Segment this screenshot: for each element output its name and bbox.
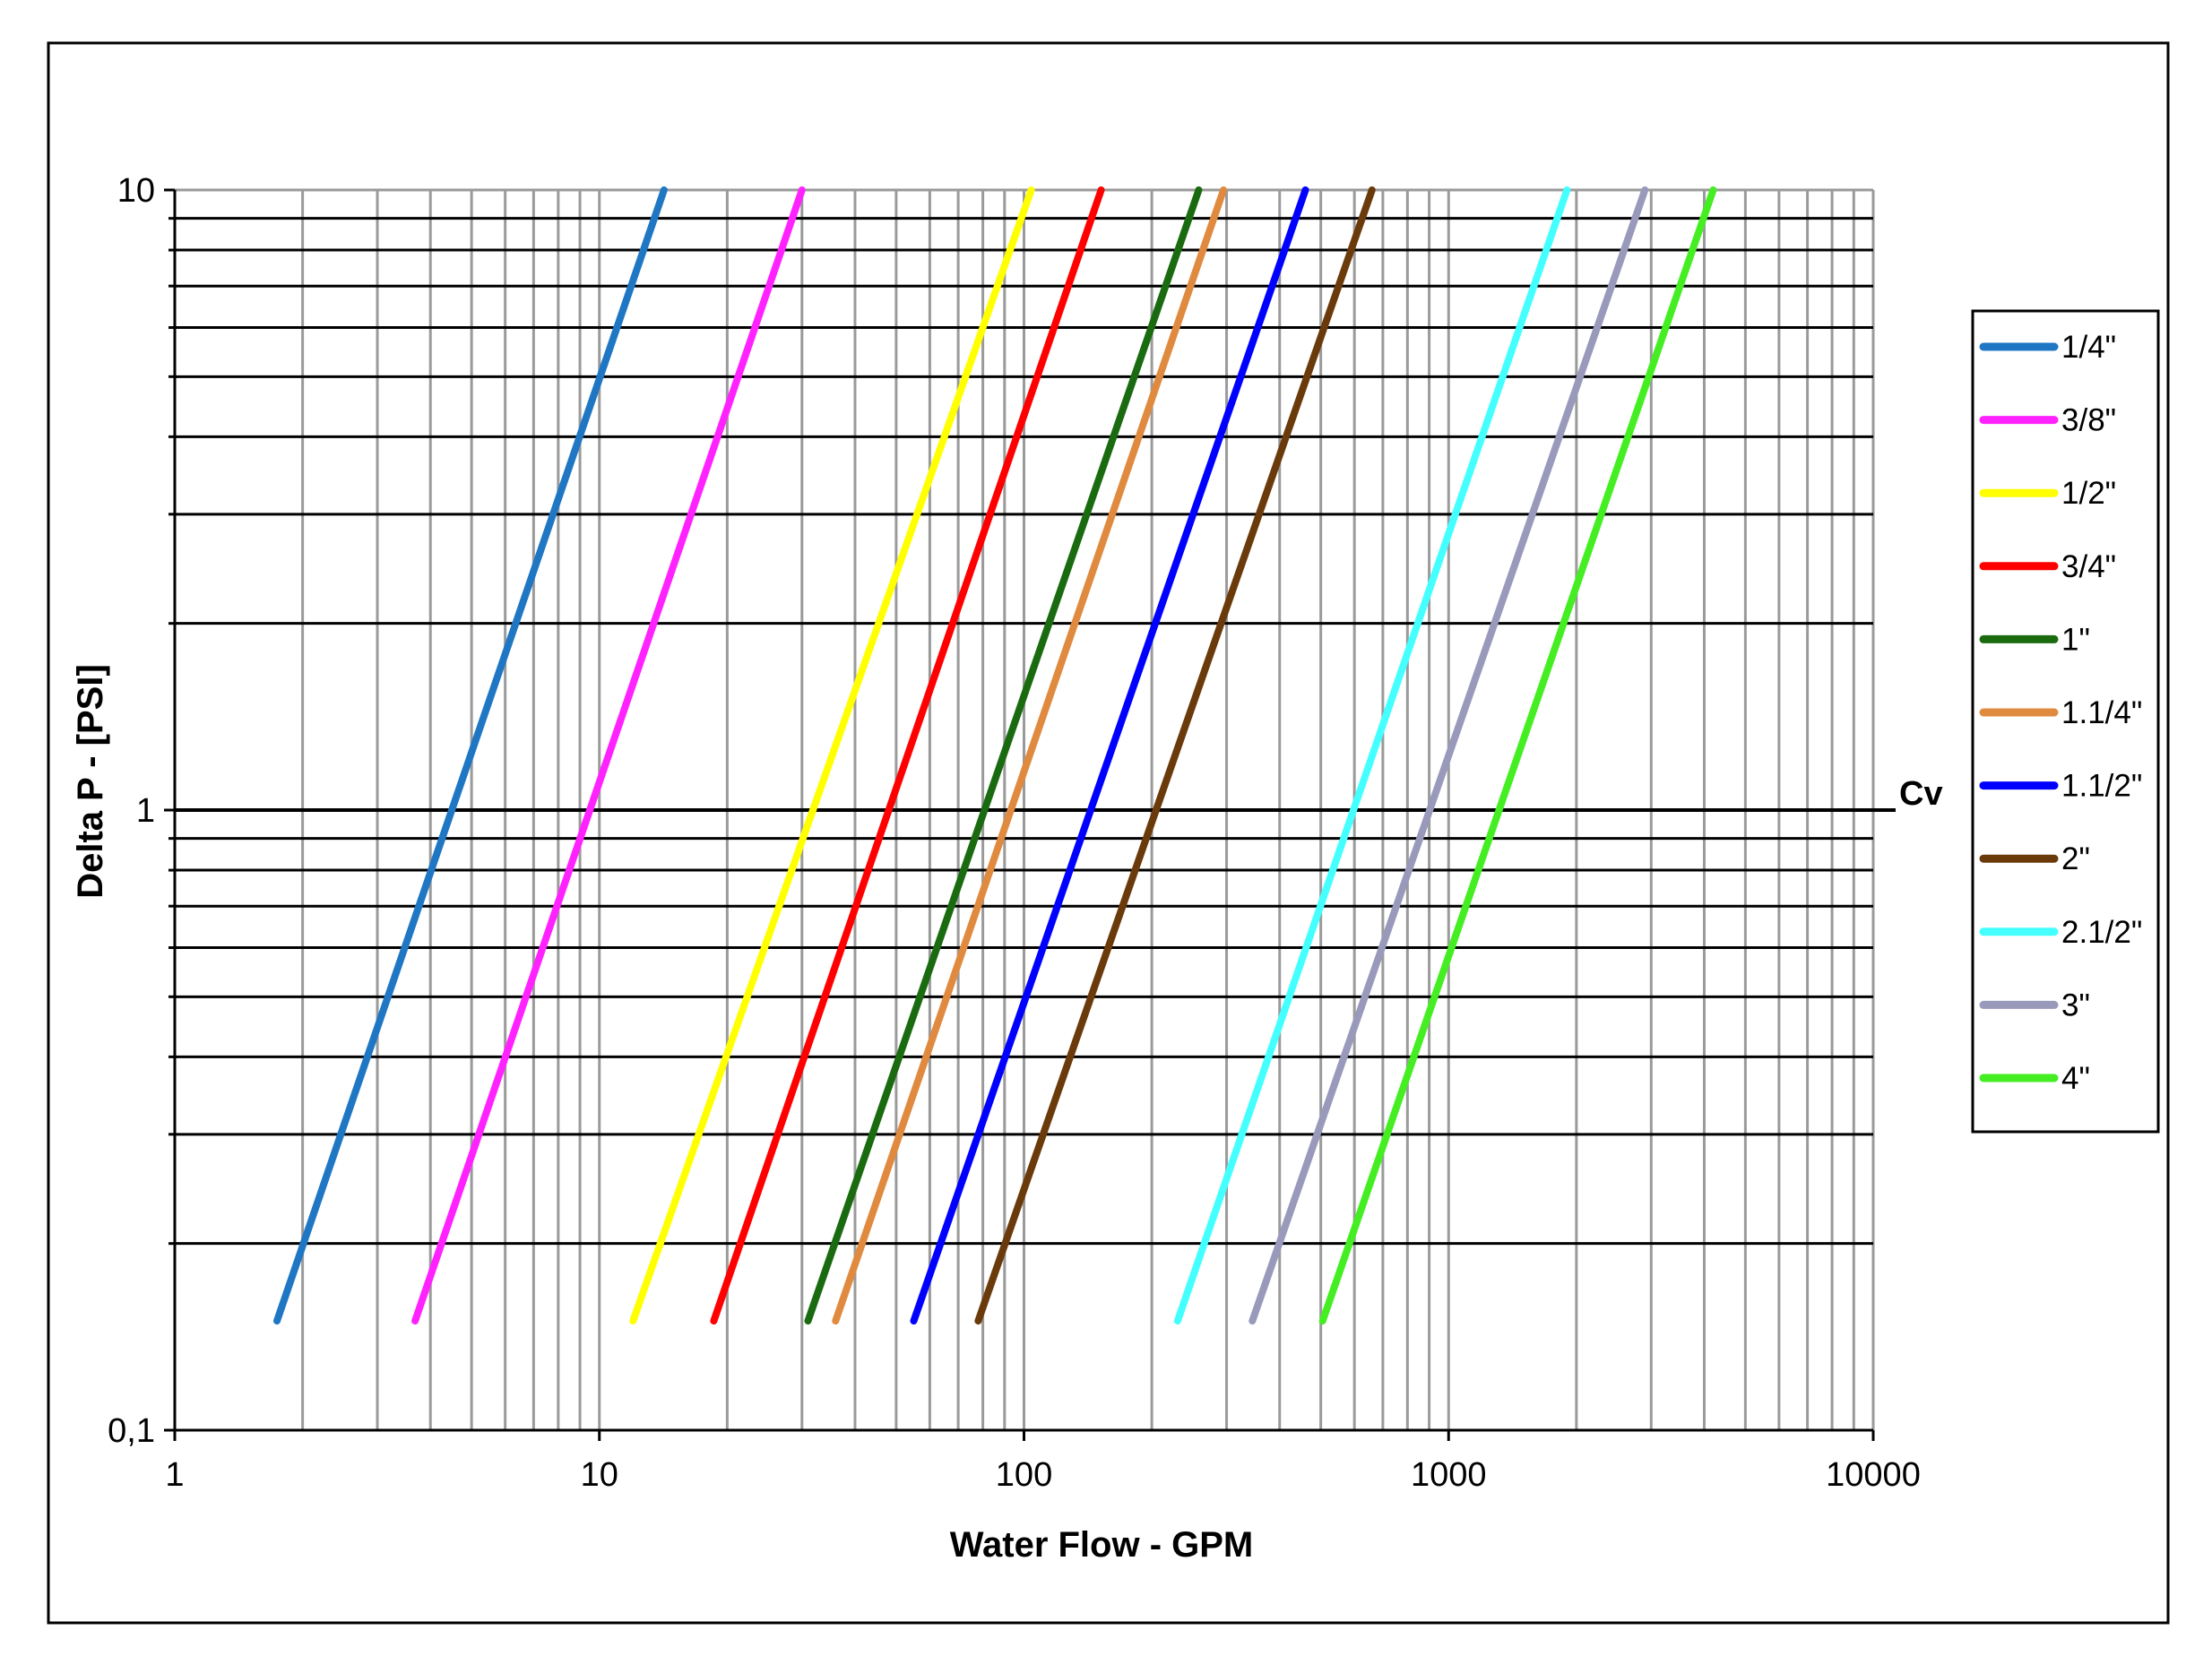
x-tick-label: 10 bbox=[581, 1456, 618, 1494]
series-line bbox=[1249, 186, 1649, 1325]
series-line bbox=[910, 186, 1309, 1325]
x-axis-title: Water Flow - GPM bbox=[950, 1525, 1254, 1565]
series-line bbox=[273, 186, 668, 1325]
legend-label: 1" bbox=[2061, 622, 2090, 657]
series-line bbox=[1318, 186, 1717, 1325]
x-tick-label: 100 bbox=[996, 1456, 1052, 1494]
y-tick-label: 0,1 bbox=[108, 1412, 155, 1450]
series-line bbox=[832, 186, 1228, 1325]
legend-label: 3/4" bbox=[2061, 549, 2116, 584]
legend-label: 1/2" bbox=[2061, 476, 2116, 511]
legend-label: 1/4" bbox=[2061, 330, 2116, 365]
y-axis-title: Delta P - [PSI] bbox=[71, 664, 110, 899]
series-line bbox=[710, 186, 1105, 1325]
x-tick-label: 1 bbox=[165, 1456, 184, 1494]
legend-label: 2.1/2" bbox=[2061, 915, 2142, 950]
series-group bbox=[273, 186, 1717, 1325]
x-tick-label: 10000 bbox=[1826, 1456, 1921, 1494]
legend: 1/4" 3/8" 1/2" 3/4" 1" 1.1/4" 1.1/2" 2" 2.1/2" 3"… bbox=[1971, 309, 2160, 1134]
y-tick-label: 10 bbox=[117, 172, 155, 210]
legend-label: 4" bbox=[2061, 1061, 2090, 1096]
axes bbox=[164, 188, 1896, 1441]
legend-label: 2" bbox=[2061, 841, 2090, 876]
x-tick-label: 1000 bbox=[1411, 1456, 1487, 1494]
series-line bbox=[411, 186, 806, 1325]
y-tick-label: 1 bbox=[136, 792, 155, 830]
legend-label: 3/8" bbox=[2061, 403, 2116, 438]
series-line bbox=[974, 186, 1376, 1325]
legend-box bbox=[1971, 309, 2160, 1134]
chart-frame bbox=[47, 41, 2170, 1625]
cv-reference-label: Cv bbox=[1899, 775, 1943, 813]
legend-label: 1.1/2" bbox=[2061, 769, 2142, 804]
legend-label: 3" bbox=[2061, 988, 2090, 1022]
series-line bbox=[1173, 186, 1571, 1325]
tick-labels: 1 10 100 1000 10000 0,1 1 10 bbox=[108, 172, 1921, 1494]
legend-label: 1.1/4" bbox=[2061, 695, 2142, 730]
series-line bbox=[804, 186, 1203, 1325]
series-line bbox=[629, 186, 1035, 1325]
